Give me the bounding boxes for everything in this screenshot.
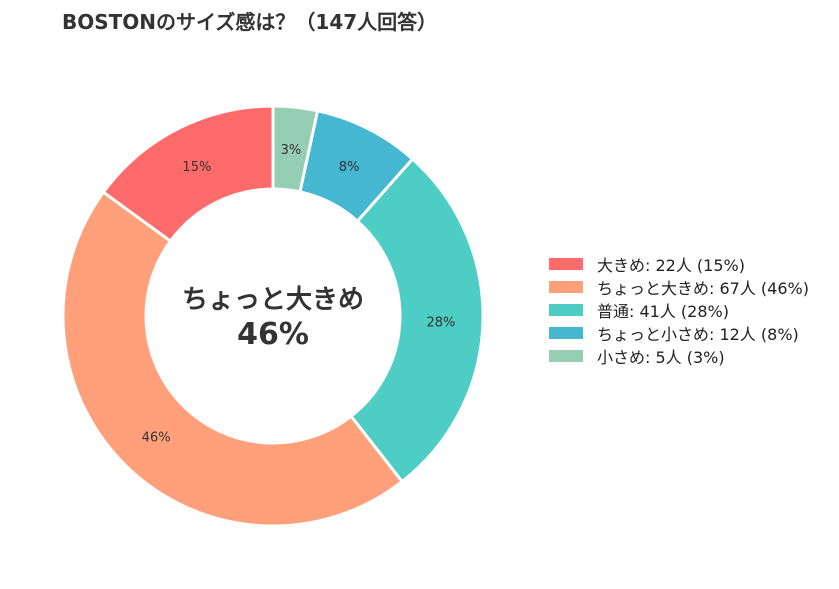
legend-label: 小さめ: 5人 (3%) xyxy=(597,347,725,367)
legend-swatch xyxy=(549,280,583,293)
donut-slice-5 xyxy=(271,104,320,194)
legend-item: 小さめ: 5人 (3%) xyxy=(549,344,809,367)
chart-title: BOSTONのサイズ感は？（147人回答） xyxy=(62,10,438,34)
slice-percent-label: 15% xyxy=(182,160,211,175)
slice-labels: 15% 46% 28% 8% 3% xyxy=(142,143,456,446)
legend-item: ちょっと小さめ: 12人 (8%) xyxy=(549,321,809,344)
center-value: 46% xyxy=(237,317,309,352)
slice-percent-label: 28% xyxy=(426,315,455,330)
center-label: ちょっと大きめ xyxy=(182,285,364,315)
legend: 大きめ: 22人 (15%) ちょっと大きめ: 67人 (46%) 普通: 41人 … xyxy=(549,252,809,367)
donut-slices xyxy=(61,104,485,528)
donut-slice-3 xyxy=(349,156,485,484)
legend-label: ちょっと小さめ: 12人 (8%) xyxy=(597,324,799,344)
legend-swatch xyxy=(549,303,583,316)
legend-item: 大きめ: 22人 (15%) xyxy=(549,252,809,275)
donut-slice-2 xyxy=(61,190,405,528)
legend-label: ちょっと大きめ: 67人 (46%) xyxy=(597,278,809,298)
legend-label: 普通: 41人 (28%) xyxy=(597,301,729,321)
legend-item: 普通: 41人 (28%) xyxy=(549,298,809,321)
legend-swatch xyxy=(549,349,583,362)
legend-swatch xyxy=(549,326,583,339)
legend-item: ちょっと大きめ: 67人 (46%) xyxy=(549,275,809,298)
slice-percent-label: 3% xyxy=(281,143,302,158)
legend-label: 大きめ: 22人 (15%) xyxy=(597,255,745,275)
slice-percent-label: 46% xyxy=(142,431,171,446)
slice-percent-label: 8% xyxy=(339,160,360,175)
legend-swatch xyxy=(549,257,583,270)
